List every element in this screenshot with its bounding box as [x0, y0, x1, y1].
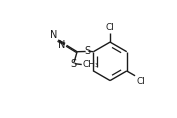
Text: N: N	[50, 30, 57, 40]
Text: S: S	[84, 46, 90, 56]
Text: CH₃: CH₃	[82, 60, 99, 69]
Text: S: S	[70, 59, 77, 69]
Text: N: N	[58, 40, 66, 50]
Text: Cl: Cl	[106, 23, 115, 32]
Text: Cl: Cl	[136, 77, 145, 86]
